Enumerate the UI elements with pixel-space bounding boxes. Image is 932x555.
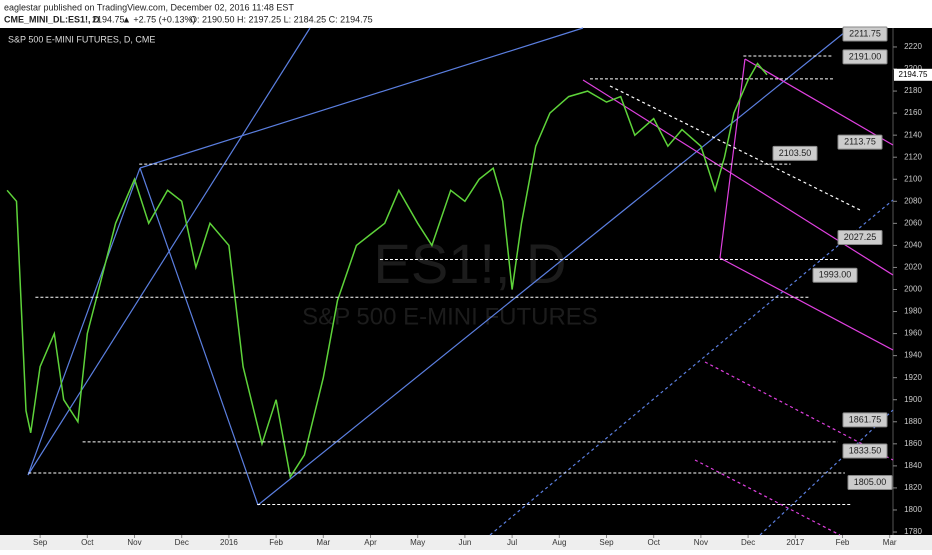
y-tick-label: 2060 [904,218,922,227]
y-tick-label: 2020 [904,263,922,272]
level-callout [847,474,893,490]
x-tick-label: Mar [316,538,330,547]
trend-line [257,27,851,506]
y-tick-label: 1940 [904,351,922,360]
change: ▲ +2.75 (+0.13%) [122,14,195,24]
level-callout [837,134,883,150]
y-tick-label: 2000 [904,285,922,294]
watermark-sub: S&P 500 E-MINI FUTURES [302,303,598,330]
x-tick-label: Apr [364,538,377,547]
watermark: ES1!, D [374,232,567,295]
y-tick-label: 2220 [904,42,922,51]
y-tick-label: 1820 [904,483,922,492]
last: 2194.75 [92,14,125,24]
level-callout [842,443,888,459]
level-callout [812,267,858,283]
y-tick-label: 2100 [904,174,922,183]
level-label: 1861.75 [849,414,882,424]
level-callout [837,229,883,245]
x-tick-label: Mar [883,538,897,547]
x-tick-label: Jul [507,538,517,547]
level-label: 1993.00 [819,270,852,280]
y-tick-label: 2160 [904,108,922,117]
chart-title: S&P 500 E-MINI FUTURES, D, CME [8,34,155,44]
trend-line [759,409,894,536]
ohlc: O: 2190.50 H: 2197.25 L: 2184.25 C: 2194… [190,14,373,24]
y-tick-label: 1860 [904,439,922,448]
y-tick-label: 2200 [904,64,922,73]
x-tick-label: Sep [33,538,48,547]
level-label: 2211.75 [849,28,881,38]
x-tick-label: Nov [127,538,141,547]
y-tick-label: 1840 [904,461,922,470]
level-label: 1833.50 [849,445,882,455]
y-tick-label: 1780 [904,527,922,536]
header-line: eaglestar published on TradingView.com, … [4,2,294,12]
header-bg [0,0,932,28]
level-callout [772,145,818,161]
x-tick-label: Feb [836,538,850,547]
level-label: 2027.25 [844,232,877,242]
y-tick-label: 2180 [904,86,922,95]
y-tick-label: 1800 [904,505,922,514]
x-tick-label: Oct [81,538,94,547]
level-label: 1805.00 [854,477,887,487]
y-tick-label: 2040 [904,241,922,250]
x-tick-label: Aug [552,538,566,547]
x-tick-label: Dec [741,538,755,547]
x-tick-label: May [410,538,425,547]
y-tick-label: 2080 [904,196,922,205]
level-callout [842,26,888,42]
y-tick-label: 2140 [904,130,922,139]
pitchfork [719,58,746,259]
y-tick-label: 2120 [904,152,922,161]
level-label: 2191.00 [849,51,882,61]
x-tick-label: Feb [269,538,283,547]
trend-line [139,27,584,169]
x-tick-label: Dec [175,538,189,547]
y-tick-label: 1920 [904,373,922,382]
level-label: 2103.50 [779,148,812,158]
x-axis-bg [0,535,932,550]
x-tick-label: Nov [694,538,708,547]
x-tick-label: 2017 [786,538,804,547]
symbol: CME_MINI_DL:ES1!, D [4,14,100,24]
x-tick-label: Sep [599,538,614,547]
plot-bg [0,28,932,535]
trend-line [27,167,141,476]
x-tick-label: Oct [647,538,660,547]
trend-line [139,167,259,506]
pitchfork [719,257,894,351]
trend-line [609,85,861,211]
level-callout [842,49,888,65]
y-tick-label: 1960 [904,329,922,338]
last-price-label: 2194.75 [899,70,928,79]
pitchfork [744,58,894,146]
x-tick-label: Jun [458,538,471,547]
x-tick-label: 2016 [220,538,238,547]
level-callout [842,412,888,428]
drawings [27,27,894,536]
y-tick-label: 1900 [904,395,922,404]
last-price-box [894,68,932,81]
level-label: 2113.75 [844,136,876,146]
price-line [6,62,768,479]
y-tick-label: 1880 [904,417,922,426]
y-tick-label: 1980 [904,307,922,316]
